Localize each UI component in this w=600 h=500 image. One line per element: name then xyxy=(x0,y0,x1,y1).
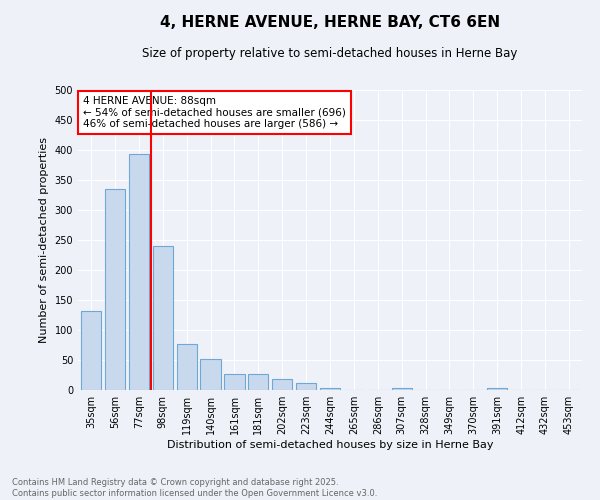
Bar xyxy=(392,388,412,390)
Bar xyxy=(248,374,268,390)
Bar xyxy=(81,311,101,390)
X-axis label: Distribution of semi-detached houses by size in Herne Bay: Distribution of semi-detached houses by … xyxy=(167,440,493,450)
Bar xyxy=(296,384,316,390)
Bar xyxy=(176,344,197,390)
Text: Size of property relative to semi-detached houses in Herne Bay: Size of property relative to semi-detach… xyxy=(142,48,518,60)
Bar xyxy=(224,374,245,390)
Bar xyxy=(320,388,340,390)
Text: Contains HM Land Registry data © Crown copyright and database right 2025.
Contai: Contains HM Land Registry data © Crown c… xyxy=(12,478,377,498)
Text: 4, HERNE AVENUE, HERNE BAY, CT6 6EN: 4, HERNE AVENUE, HERNE BAY, CT6 6EN xyxy=(160,15,500,30)
Bar xyxy=(129,154,149,390)
Text: 4 HERNE AVENUE: 88sqm
← 54% of semi-detached houses are smaller (696)
46% of sem: 4 HERNE AVENUE: 88sqm ← 54% of semi-deta… xyxy=(83,96,346,129)
Bar xyxy=(487,388,508,390)
Bar xyxy=(200,360,221,390)
Y-axis label: Number of semi-detached properties: Number of semi-detached properties xyxy=(39,137,49,343)
Bar xyxy=(152,246,173,390)
Bar xyxy=(272,378,292,390)
Bar xyxy=(105,189,125,390)
